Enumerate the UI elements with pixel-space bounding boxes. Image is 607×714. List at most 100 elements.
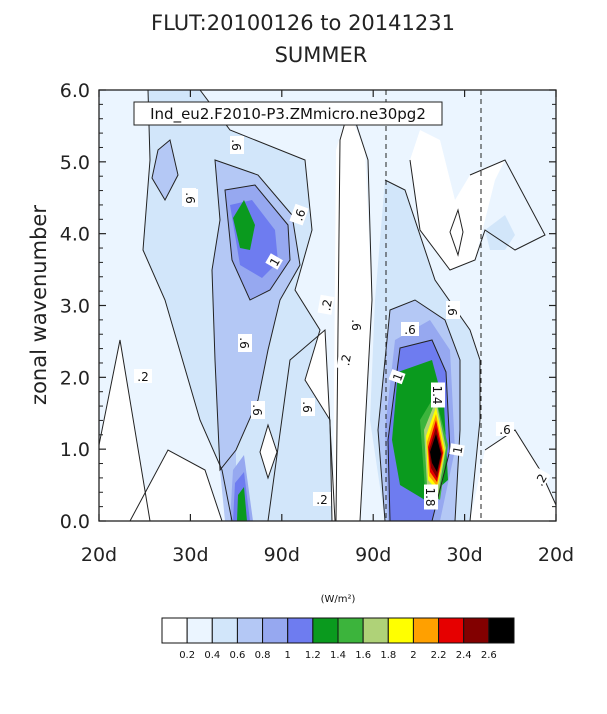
colorbar-label: 2.6 xyxy=(481,650,497,661)
contour-label-text: .6 xyxy=(499,423,510,437)
y-tick-label: 4.0 xyxy=(60,224,90,246)
colorbar-swatch xyxy=(236,617,264,644)
colorbar-swatch xyxy=(186,617,213,644)
contour-label: 1.4 xyxy=(430,382,445,408)
x-tick-label: 90d xyxy=(264,544,300,566)
colorbar-label: 1.8 xyxy=(380,650,396,661)
annotation-text: Ind_eu2.F2010-P3.ZMmicro.ne30pg2 xyxy=(150,105,426,124)
contour-label-text: 1 xyxy=(450,445,465,455)
x-tick-label: 30d xyxy=(446,544,482,566)
y-tick-label: 5.0 xyxy=(60,152,90,174)
colorbar-swatch xyxy=(161,617,188,644)
contour-label: .6 xyxy=(289,203,309,226)
contour-label-bg xyxy=(251,401,265,419)
colorbar-unit: (W/m²) xyxy=(321,594,356,605)
contour-label-bg xyxy=(496,422,514,436)
contour-label: 1 xyxy=(388,369,406,385)
colorbar-swatch xyxy=(287,617,314,644)
contour-fill xyxy=(470,430,556,521)
contour-label-text: 1.4 xyxy=(430,385,444,404)
contour-fill xyxy=(430,434,441,472)
contour-label-text: .6 xyxy=(229,139,243,150)
contour-label-text: .2 xyxy=(338,353,354,367)
contour-fill xyxy=(485,215,515,250)
contour-label-text: .2 xyxy=(137,370,148,384)
colorbar-swatch xyxy=(362,617,389,644)
colorbar-label: 1.4 xyxy=(330,650,346,661)
contour-label-text: .6 xyxy=(445,304,459,315)
contour-label-bg xyxy=(350,316,364,334)
contour-label: .2 xyxy=(313,492,331,507)
y-axis: 0.0 1.0 2.0 3.0 4.0 5.0 6.0 xyxy=(60,80,556,533)
contour-label-bg xyxy=(313,492,331,506)
contour-label-bg xyxy=(424,484,438,510)
contour-fill xyxy=(233,200,255,250)
chart-subtitle: SUMMER xyxy=(275,43,368,67)
contour-label: .6 xyxy=(401,322,419,337)
colorbar-swatch xyxy=(438,617,465,644)
contour-label: .2 xyxy=(134,369,152,384)
colorbar-label: 0.6 xyxy=(229,650,245,661)
contour-label-bg xyxy=(289,203,309,226)
contour-label-bg xyxy=(134,369,152,383)
colorbar: 0.2 0.4 0.6 0.8 1 1.2 1.4 1.6 1.8 2 2.2 2.4 2.6 xyxy=(161,617,515,661)
contour-label: .6 xyxy=(183,189,198,207)
colorbar-label: 2.4 xyxy=(456,650,472,661)
contour-label: .6 xyxy=(250,401,265,419)
colorbar-swatch xyxy=(463,617,490,644)
contour-label-text: 1 xyxy=(390,371,406,383)
contour-labels: .2.2.2.2.2.6.6.6.6.6.6.6.6.6.6.6.61111.4… xyxy=(134,136,551,510)
contour-label-text: 1.8 xyxy=(423,487,437,506)
contour-label: 1 xyxy=(265,253,283,270)
x-tick-label: 30d xyxy=(172,544,208,566)
contour-label: .2 xyxy=(317,294,335,315)
x-tick-label: 20d xyxy=(538,544,574,566)
y-tick-label: 2.0 xyxy=(60,367,90,389)
contour-label-text: .6 xyxy=(291,207,308,223)
contour-label: .2 xyxy=(336,349,354,370)
contour-label: .6 xyxy=(349,316,364,334)
y-tick-label: 0.0 xyxy=(60,511,90,533)
x-tick-label: 20d xyxy=(81,544,117,566)
contour-label-bg xyxy=(446,301,460,319)
contour-label: .6 xyxy=(300,398,315,416)
chart-title: FLUT:20100126 to 20141231 xyxy=(151,11,455,35)
contour-fill xyxy=(152,140,178,200)
colorbar-label: 0.2 xyxy=(179,650,195,661)
colorbar-label: 2 xyxy=(410,650,416,661)
colorbar-label: 0.8 xyxy=(255,650,271,661)
colorbar-label: 0.4 xyxy=(204,650,220,661)
contour-label: .6 xyxy=(237,334,252,352)
contour-fill xyxy=(450,210,463,255)
colorbar-swatch xyxy=(412,617,440,644)
contour-label-bg xyxy=(238,334,252,352)
contour-label-text: .6 xyxy=(237,337,251,348)
annotation-box: Ind_eu2.F2010-P3.ZMmicro.ne30pg2 xyxy=(133,101,443,126)
colorbar-swatch xyxy=(312,617,339,644)
contour-label-text: .6 xyxy=(250,404,264,415)
contour-label-bg xyxy=(336,349,354,370)
colorbar-label: 2.2 xyxy=(431,650,447,661)
contour-label-bg xyxy=(317,294,335,315)
contour-label-text: .6 xyxy=(349,319,363,330)
colorbar-swatch xyxy=(211,617,238,644)
contour-label-text: .2 xyxy=(316,493,327,507)
contour-label-text: .2 xyxy=(319,298,335,312)
contour-label-bg xyxy=(301,398,315,416)
y-axis-label: zonal wavenumber xyxy=(27,205,51,405)
contour-label-bg xyxy=(230,136,244,154)
contour-fill xyxy=(99,340,150,521)
contour-fill xyxy=(333,110,372,521)
colorbar-swatch xyxy=(387,617,414,644)
colorbar-label: 1.2 xyxy=(305,650,321,661)
contour-label-bg xyxy=(529,468,551,491)
contour-label-bg xyxy=(431,382,445,408)
contour-fill xyxy=(237,487,247,521)
contour-label-bg xyxy=(388,369,406,385)
contour-label: .2 xyxy=(529,468,551,491)
contour-label-text: .6 xyxy=(300,401,314,412)
contour-lines xyxy=(99,90,556,521)
contour-label-text: .6 xyxy=(404,323,415,337)
contour-label: .6 xyxy=(445,301,460,319)
